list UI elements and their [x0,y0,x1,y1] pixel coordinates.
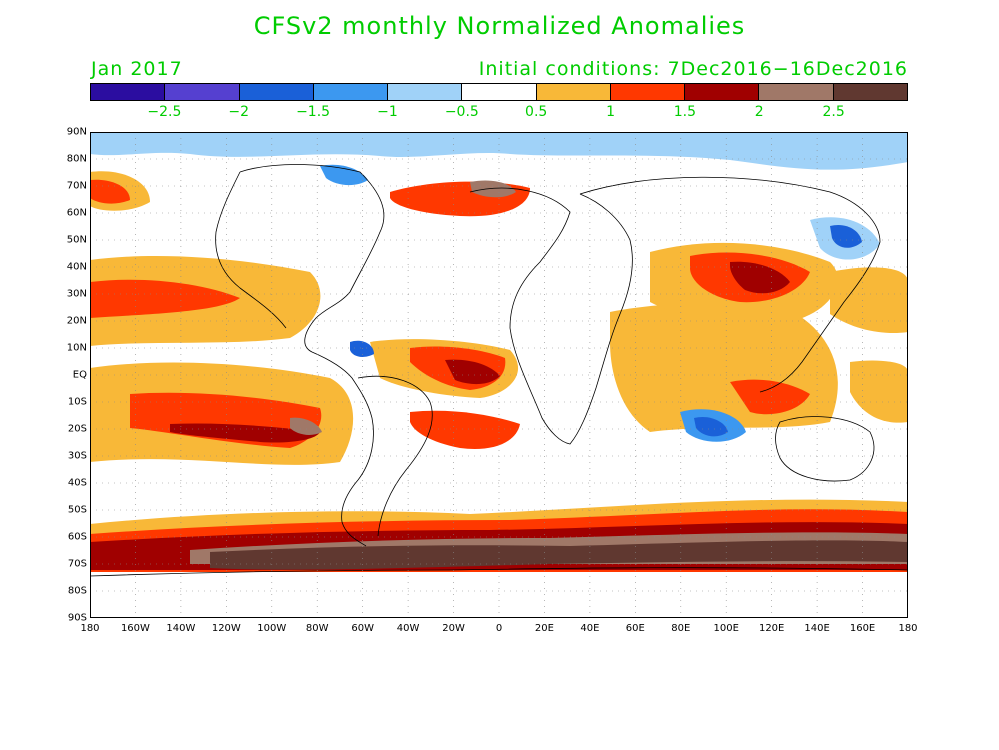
colorbar-label: 0.5 [525,104,548,120]
latitude-label: 50N [66,234,87,246]
longitude-label: 20W [442,623,465,634]
forecast-month: Jan 2017 [91,58,183,80]
latitude-label: 20N [66,315,87,327]
graticule [90,132,908,618]
latitude-label: 80N [66,153,87,165]
colorbar-label: 1.5 [673,104,697,120]
initial-conditions: Initial conditions: 7Dec2016−16Dec2016 [478,58,908,80]
latitude-label: 70N [66,180,87,192]
anomaly-fields [90,132,908,572]
longitude-label: 120E [758,623,785,634]
latitude-label: 80S [67,585,87,597]
longitude-label: 120W [211,623,241,634]
latitude-label: 10N [66,342,87,354]
longitude-label: 80E [671,623,691,634]
longitude-label: 160E [849,623,876,634]
map-panel [90,132,908,618]
latitude-label: 70S [67,558,87,570]
colorbar-swatch [833,84,907,100]
latitude-label: EQ [72,369,87,381]
longitude-label: 100E [713,623,739,634]
latitude-label: 20S [67,423,87,435]
coastlines [90,164,908,577]
latitude-label: 30N [66,288,87,300]
longitude-label: 0 [495,623,503,634]
longitude-label: 100W [257,623,287,634]
colorbar-label: −1 [377,104,398,120]
longitude-label: 60W [351,623,374,634]
colorbar-label: −2 [228,104,250,120]
latitude-label: 40N [66,261,87,273]
colorbar-swatch [165,84,240,100]
latitude-label: 90N [66,126,87,138]
map-title: CFSv2 monthly Normalized Anomalies [253,12,746,40]
latitude-label: 10S [67,396,87,408]
colorbar-swatch [462,84,537,100]
longitude-label: 160W [120,623,150,634]
latitude-label: 30S [67,450,87,462]
longitude-label: 40E [580,623,600,634]
colorbar-swatch [91,84,166,100]
colorbar-label: −1.5 [296,104,331,120]
colorbar-swatch [239,84,314,100]
colorbar-swatch [759,84,834,100]
longitude-label: 180 [80,623,100,634]
colorbar-swatch [388,84,463,100]
longitude-label: 140E [804,623,830,634]
latitude-label: 60N [66,207,87,219]
longitude-label: 80W [305,623,329,634]
colorbar-swatch [313,84,389,100]
longitude-label: 180 [898,623,918,634]
colorbar-label: 2 [754,104,764,120]
colorbar-label: 2.5 [822,104,845,120]
latitude-label: 90S [67,612,87,624]
colorbar-label: −0.5 [444,104,479,120]
colorbar-label: −2.5 [147,104,182,120]
colorbar [90,83,908,101]
colorbar-swatch [536,84,611,100]
latitude-label: 50S [67,504,87,516]
latitude-label: 60S [67,531,87,543]
longitude-label: 40W [396,623,420,634]
longitude-label: 140W [166,623,196,634]
latitude-label: 40S [67,477,87,489]
colorbar-swatch [685,84,760,100]
colorbar-swatch [610,84,686,100]
longitude-label: 20E [534,623,554,634]
anomaly-map [90,132,908,618]
longitude-label: 60E [625,623,645,634]
colorbar-label: 1 [606,104,615,120]
